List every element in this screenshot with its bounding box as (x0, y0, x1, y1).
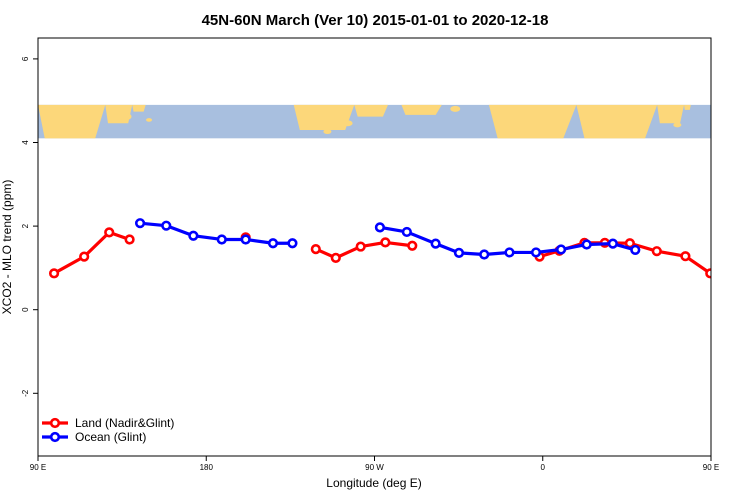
data-point (287, 238, 298, 249)
map-land-8 (657, 104, 685, 124)
x-axis-label: Longitude (deg E) (326, 476, 421, 490)
data-point (401, 226, 412, 238)
data-point (607, 238, 618, 249)
x-tick-label: 90 W (365, 463, 384, 472)
data-point (530, 247, 542, 258)
map-land-5 (401, 104, 442, 115)
data-point (216, 234, 227, 245)
data-point (630, 244, 641, 256)
map-island-0 (119, 112, 132, 121)
map-land-4 (354, 104, 388, 117)
data-point (380, 237, 391, 248)
data-point (504, 247, 515, 258)
world-map-strip (38, 104, 711, 139)
data-point (739, 253, 747, 261)
x-axis: 90 E 180 90 W 0 90 E (30, 456, 719, 472)
data-point (124, 234, 135, 245)
data-point (651, 246, 662, 257)
data-point (555, 244, 567, 255)
map-land-2 (132, 104, 146, 112)
legend-entry-label: Ocean (Glint) (75, 430, 146, 444)
data-point (680, 251, 691, 262)
map-island-4 (673, 122, 682, 128)
data-point (430, 238, 441, 249)
series-ocean (134, 218, 641, 260)
map-land-3 (293, 104, 355, 130)
data-point (161, 220, 172, 231)
y-tick-label: 4 (21, 140, 30, 145)
map-island-5 (450, 105, 461, 112)
data-point (48, 268, 60, 279)
legend-marker (49, 431, 61, 443)
y-tick-label: -2 (21, 389, 30, 397)
y-tick-label: 6 (21, 56, 30, 61)
x-tick-label: 90 E (703, 463, 719, 472)
data-point (188, 230, 199, 241)
map-island-2 (323, 129, 332, 135)
map-land-0 (38, 104, 106, 139)
data-point (330, 252, 341, 263)
data-point (453, 247, 465, 258)
data-point (705, 268, 711, 279)
x-tick-label: 0 (541, 463, 546, 472)
x-tick-label: 90 E (30, 463, 46, 472)
data-point (267, 238, 279, 249)
chart-title: 45N-60N March (Ver 10) 2015-01-01 to 202… (202, 12, 549, 29)
data-point (581, 239, 592, 250)
data-point (374, 222, 386, 233)
series-line (539, 241, 711, 275)
x-tick-label: 180 (200, 463, 214, 472)
data-point (79, 251, 90, 262)
map-island-3 (342, 120, 353, 127)
series-line (53, 230, 131, 275)
y-tick-label: 0 (21, 307, 30, 312)
map-island-1 (146, 118, 153, 122)
legend: Land (Nadir&Glint)Ocean (Glint) (42, 416, 174, 444)
data-point (479, 249, 490, 260)
legend-entry-label: Land (Nadir&Glint) (75, 416, 174, 430)
map-land-7 (576, 104, 658, 139)
y-axis: -2 0 2 4 6 (21, 56, 38, 397)
map-land-9 (684, 104, 691, 110)
data-point (134, 218, 146, 229)
data-point (355, 241, 366, 252)
data-point (407, 240, 418, 251)
map-land-6 (488, 104, 577, 139)
data-point (310, 243, 321, 255)
legend-marker (49, 417, 61, 429)
series-land (48, 227, 747, 279)
y-tick-label: 2 (21, 223, 30, 228)
y-axis-label: XCO2 - MLO trend (ppm) (0, 180, 14, 315)
data-point (104, 227, 115, 238)
data-point (240, 234, 251, 245)
